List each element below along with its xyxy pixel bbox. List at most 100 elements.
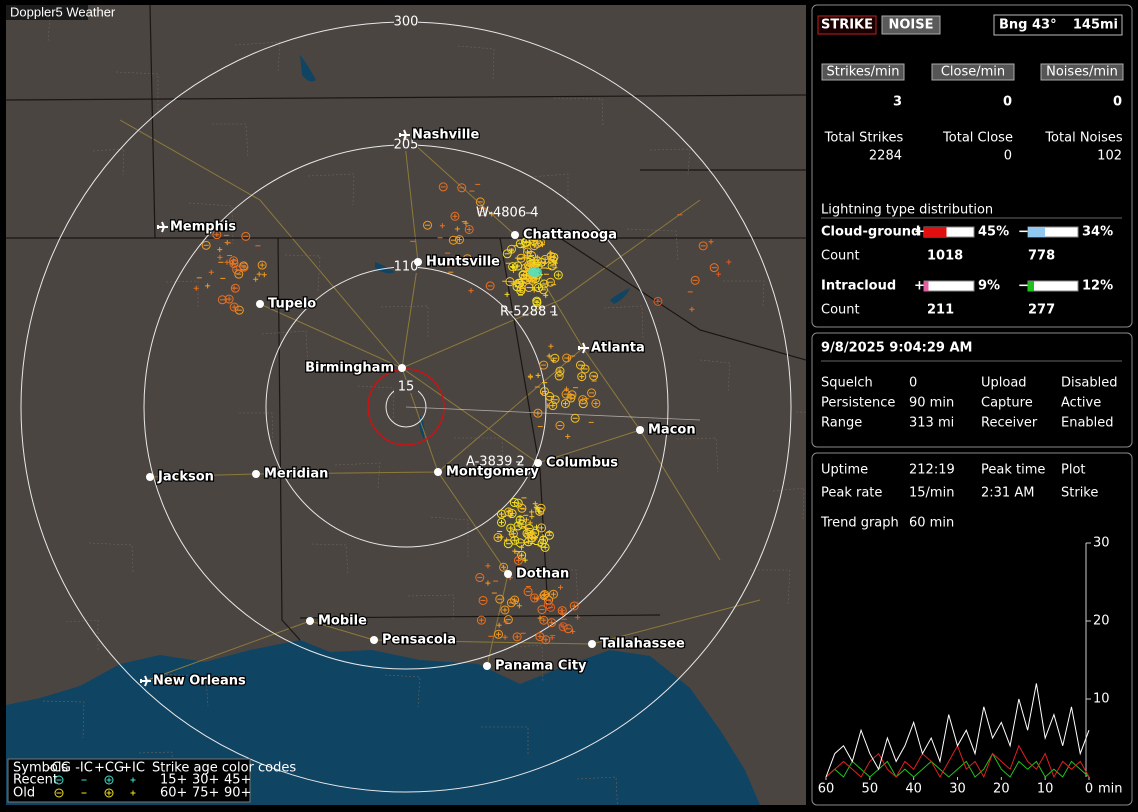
strike-circle	[520, 237, 530, 247]
total-value: 2284	[869, 149, 902, 164]
strike-circle	[563, 624, 573, 634]
rate-label[interactable]: Close/min	[941, 65, 1005, 80]
strike-symbol	[217, 247, 223, 253]
strike-circle	[234, 305, 244, 315]
strike-symbol	[241, 231, 251, 241]
road	[259, 199, 701, 369]
rate-label[interactable]: Strikes/min	[826, 65, 899, 80]
strike-symbol	[499, 562, 509, 572]
strike-circle	[539, 386, 549, 396]
strike-circle	[558, 622, 568, 632]
strike-circle	[516, 253, 526, 263]
trend-span: 60 min	[909, 516, 954, 531]
strike-symbol	[528, 374, 534, 380]
city-dot	[306, 617, 314, 625]
strike-symbol	[193, 285, 199, 291]
city-dot	[414, 258, 422, 266]
strike-symbol	[708, 239, 714, 245]
strike-circle	[591, 398, 601, 408]
strike-symbol	[653, 296, 663, 306]
legend-age: 75+	[192, 786, 219, 801]
setting-value: 313 mi	[909, 416, 954, 431]
strike-symbol	[502, 249, 512, 259]
county-line	[380, 305, 429, 338]
noise-button[interactable]	[881, 15, 941, 35]
count-value: 277	[1028, 303, 1055, 318]
strike-circle	[709, 263, 719, 273]
legend-age: 45+	[224, 773, 251, 788]
strike-circle	[539, 591, 549, 601]
strike-symbol	[517, 503, 527, 513]
stat-text: Peak rate	[821, 486, 882, 501]
total-label: Total Strikes	[824, 131, 904, 146]
strike-symbol	[543, 292, 549, 298]
strike-circle	[513, 555, 523, 565]
rate-button[interactable]	[821, 63, 905, 81]
strike-symbol	[517, 550, 527, 560]
strike-symbol	[439, 223, 445, 229]
strike-symbol	[217, 295, 227, 305]
strike-symbol	[578, 395, 588, 405]
map: 300 205 110 15 Nashville Memphis Chattanooga Hu…	[6, 5, 806, 805]
strike-circle	[690, 275, 700, 285]
strike-symbol	[493, 629, 503, 639]
strike-symbol	[546, 353, 552, 359]
strike-symbol	[516, 284, 526, 294]
road	[149, 347, 584, 478]
city-label: Jackson	[157, 470, 214, 485]
rate-label[interactable]: Noises/min	[1046, 65, 1118, 80]
strike-circle	[506, 598, 516, 608]
strike-symbol	[527, 250, 537, 260]
strike-symbol	[496, 517, 506, 527]
strike-symbol	[560, 399, 570, 409]
type-name: Cloud-ground	[821, 225, 920, 240]
strike-circle	[516, 284, 526, 294]
strike-circle	[476, 615, 486, 625]
percent-label: 9%	[978, 279, 1000, 294]
rate-button[interactable]	[1040, 63, 1124, 81]
count-value: 211	[927, 303, 954, 318]
strike-symbol	[229, 302, 239, 312]
x-tick-label: 50	[862, 782, 879, 797]
county-line	[430, 516, 469, 557]
strike-circle	[217, 295, 227, 305]
road	[514, 234, 721, 561]
strike-circle	[529, 241, 539, 251]
city-label: Columbus	[546, 456, 618, 471]
noise-button-label[interactable]: NOISE	[888, 18, 933, 33]
strike-circle	[523, 587, 533, 597]
strike-button[interactable]	[817, 15, 877, 35]
strike-symbol	[463, 220, 469, 226]
city-dot	[636, 426, 644, 434]
city-label: Montgomery	[446, 465, 539, 480]
strike-symbol	[512, 632, 522, 642]
rate-button[interactable]	[931, 63, 1015, 81]
strike-symbol	[512, 548, 518, 554]
panel	[811, 452, 1133, 806]
strike-circle	[496, 517, 506, 527]
bearing: Bng 43°	[999, 18, 1057, 33]
legend-age: 60+	[160, 786, 187, 801]
strike-symbol	[569, 601, 579, 611]
strike-symbol	[554, 371, 564, 381]
strike-circle	[499, 562, 509, 572]
strike-symbol	[552, 260, 558, 266]
sign: −	[1018, 279, 1029, 294]
strike-circle	[212, 230, 222, 240]
strike-circle	[546, 251, 556, 261]
strike-button-label[interactable]: STRIKE	[821, 18, 873, 33]
strike-symbol	[539, 386, 549, 396]
strike-circle	[493, 532, 503, 542]
strike-circle	[230, 283, 240, 293]
strike-circle	[527, 250, 537, 260]
strike-symbol	[577, 372, 587, 382]
count-label: Count	[821, 249, 860, 264]
strike-symbol	[530, 593, 540, 603]
strike-symbol	[539, 535, 549, 545]
strike-circle	[257, 260, 267, 270]
strike-symbol	[502, 634, 508, 640]
state-border	[559, 237, 806, 361]
city-dot	[256, 300, 264, 308]
airport-icon	[157, 221, 168, 233]
strike-symbol	[256, 271, 262, 277]
